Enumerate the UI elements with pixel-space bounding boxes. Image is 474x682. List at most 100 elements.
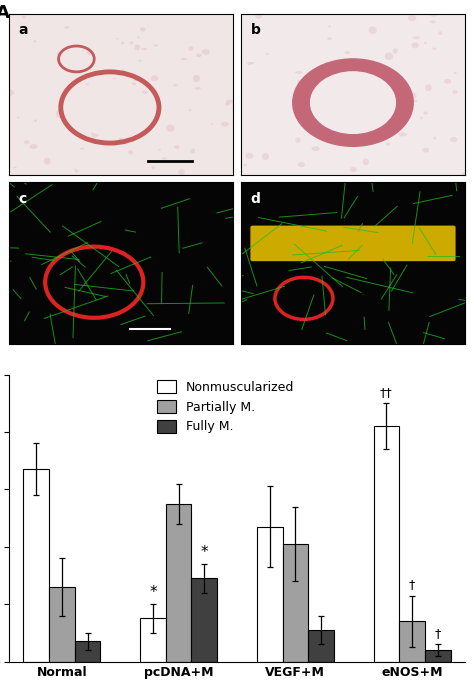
- Ellipse shape: [387, 69, 392, 73]
- Ellipse shape: [341, 92, 348, 98]
- Ellipse shape: [247, 62, 252, 65]
- Text: A: A: [0, 4, 10, 22]
- Ellipse shape: [313, 91, 317, 94]
- Ellipse shape: [331, 105, 337, 108]
- Ellipse shape: [134, 79, 137, 81]
- Ellipse shape: [408, 15, 416, 21]
- Ellipse shape: [262, 153, 269, 160]
- Ellipse shape: [121, 42, 124, 44]
- Ellipse shape: [193, 75, 200, 82]
- Ellipse shape: [105, 103, 111, 108]
- Ellipse shape: [189, 46, 193, 51]
- Bar: [257, 527, 283, 662]
- Ellipse shape: [190, 149, 195, 153]
- Ellipse shape: [323, 62, 330, 70]
- Ellipse shape: [392, 95, 395, 98]
- Ellipse shape: [412, 36, 420, 40]
- Ellipse shape: [369, 27, 377, 34]
- Ellipse shape: [401, 109, 410, 117]
- Text: ††: ††: [380, 386, 393, 399]
- Ellipse shape: [158, 149, 161, 151]
- Circle shape: [310, 72, 395, 134]
- Ellipse shape: [174, 145, 180, 149]
- Bar: [308, 630, 334, 662]
- Ellipse shape: [34, 119, 37, 122]
- Ellipse shape: [307, 74, 313, 79]
- Circle shape: [293, 59, 413, 147]
- Ellipse shape: [202, 49, 210, 55]
- Ellipse shape: [225, 102, 229, 106]
- Ellipse shape: [350, 166, 357, 173]
- Ellipse shape: [91, 103, 97, 109]
- Text: †: †: [435, 627, 441, 640]
- Ellipse shape: [141, 91, 148, 94]
- Ellipse shape: [344, 60, 347, 63]
- Ellipse shape: [341, 61, 349, 70]
- Text: c: c: [18, 192, 27, 205]
- Ellipse shape: [128, 151, 133, 154]
- Ellipse shape: [77, 72, 82, 74]
- Ellipse shape: [134, 44, 140, 50]
- Ellipse shape: [7, 89, 14, 95]
- Ellipse shape: [74, 168, 77, 170]
- Ellipse shape: [82, 49, 84, 51]
- Ellipse shape: [425, 85, 432, 91]
- Ellipse shape: [178, 169, 185, 175]
- Ellipse shape: [57, 53, 60, 55]
- Ellipse shape: [195, 87, 201, 90]
- Ellipse shape: [119, 138, 122, 140]
- Circle shape: [61, 258, 128, 306]
- Ellipse shape: [358, 123, 362, 127]
- Bar: [425, 650, 450, 662]
- Ellipse shape: [211, 123, 214, 125]
- Text: d: d: [250, 192, 260, 205]
- Ellipse shape: [166, 125, 174, 132]
- Ellipse shape: [444, 79, 451, 84]
- Ellipse shape: [328, 25, 331, 27]
- Ellipse shape: [13, 167, 17, 168]
- Ellipse shape: [24, 140, 30, 144]
- Ellipse shape: [420, 117, 423, 119]
- Bar: [191, 578, 217, 662]
- Ellipse shape: [68, 59, 73, 63]
- Ellipse shape: [411, 42, 419, 48]
- Bar: [283, 544, 308, 662]
- Ellipse shape: [154, 44, 158, 46]
- Ellipse shape: [80, 148, 84, 150]
- Ellipse shape: [91, 130, 99, 137]
- Ellipse shape: [327, 38, 332, 40]
- Ellipse shape: [113, 78, 116, 79]
- Legend: Nonmuscularized, Partially M., Fully M.: Nonmuscularized, Partially M., Fully M.: [152, 375, 300, 439]
- Ellipse shape: [265, 53, 269, 55]
- Ellipse shape: [329, 131, 336, 137]
- Ellipse shape: [86, 83, 90, 86]
- Text: *: *: [149, 585, 157, 600]
- Ellipse shape: [56, 109, 64, 118]
- Ellipse shape: [386, 143, 390, 146]
- Ellipse shape: [450, 137, 457, 142]
- Bar: [140, 619, 166, 662]
- Ellipse shape: [430, 20, 436, 23]
- Circle shape: [72, 80, 148, 135]
- Ellipse shape: [162, 158, 167, 160]
- Ellipse shape: [245, 153, 254, 159]
- Ellipse shape: [345, 51, 350, 54]
- Ellipse shape: [337, 101, 344, 107]
- Ellipse shape: [86, 51, 90, 55]
- Ellipse shape: [140, 27, 146, 31]
- Ellipse shape: [424, 42, 427, 44]
- Circle shape: [286, 286, 322, 311]
- Ellipse shape: [244, 164, 247, 166]
- Ellipse shape: [357, 67, 361, 70]
- Ellipse shape: [130, 41, 133, 44]
- Ellipse shape: [44, 158, 51, 165]
- Bar: [49, 587, 75, 662]
- Ellipse shape: [137, 36, 140, 38]
- Ellipse shape: [432, 48, 437, 50]
- Ellipse shape: [151, 166, 155, 169]
- Ellipse shape: [318, 69, 326, 75]
- Ellipse shape: [295, 71, 303, 74]
- Ellipse shape: [428, 12, 438, 17]
- Ellipse shape: [462, 173, 465, 175]
- Ellipse shape: [398, 132, 407, 136]
